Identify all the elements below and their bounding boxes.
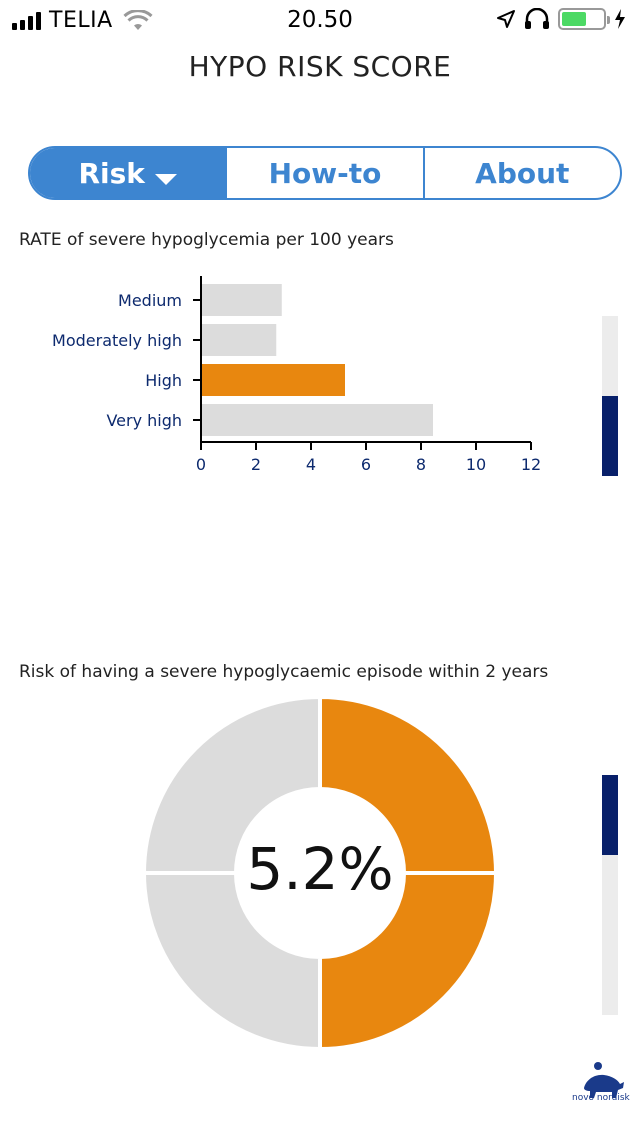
tab-about-label: About: [475, 156, 570, 190]
bar-medium: [202, 284, 282, 316]
y-tick-label: High: [145, 371, 182, 390]
tab-risk-label: Risk: [78, 156, 145, 190]
x-tick-label: 8: [416, 455, 426, 474]
donut-segment-2: [318, 871, 499, 1052]
risk-donut-chart: [141, 694, 499, 1052]
risk-scroll-track[interactable]: [602, 775, 618, 1015]
signal-bars-icon: [12, 11, 41, 30]
x-tick-label: 6: [361, 455, 371, 474]
tab-how-to[interactable]: How-to: [225, 148, 422, 198]
apis-bull-logo-icon: [584, 1062, 624, 1098]
status-left: TELIA: [12, 8, 153, 33]
donut-segment-1: [318, 694, 499, 875]
x-tick-label: 10: [466, 455, 486, 474]
rate-bar-chart: Medium Moderately high High Very high 0 2 4 6 8 1…: [52, 276, 541, 474]
risk-scroll-thumb[interactable]: [602, 775, 618, 855]
status-time: 20.50: [287, 7, 353, 33]
headphones-icon: [525, 8, 549, 29]
status-right: [496, 8, 626, 30]
rate-scroll-track[interactable]: [602, 316, 618, 476]
status-bar: TELIA 20.50: [0, 0, 640, 40]
bar-high: [202, 364, 345, 396]
battery-level-fill: [562, 12, 586, 26]
x-tick-label: 2: [251, 455, 261, 474]
donut-segment-4: [141, 694, 322, 875]
location-arrow-icon: [497, 10, 515, 28]
tab-how-to-label: How-to: [268, 156, 382, 190]
tab-bar: Risk How-to About: [28, 146, 622, 200]
page-title: HYPO RISK SCORE: [188, 50, 452, 83]
y-tick-label: Very high: [106, 411, 182, 430]
battery-icon: [558, 8, 610, 30]
tab-risk[interactable]: Risk: [30, 148, 226, 198]
risk-heading: Risk of having a severe hypoglycaemic ep…: [19, 662, 549, 682]
y-tick-label: Moderately high: [52, 331, 182, 350]
brand-logo-text: novo nordisk: [572, 1093, 630, 1103]
rate-scroll-thumb[interactable]: [602, 396, 618, 476]
rate-heading: RATE of severe hypoglycemia per 100 year…: [19, 230, 394, 250]
caret-down-icon: [154, 173, 177, 185]
bar-moderately-high: [202, 324, 277, 356]
x-tick-label: 12: [521, 455, 541, 474]
risk-percent-label: 5.2%: [246, 835, 394, 903]
wifi-icon: [123, 9, 153, 30]
carrier-name: TELIA: [49, 8, 113, 33]
x-tick-label: 0: [196, 455, 206, 474]
charging-bolt-icon: [615, 9, 625, 29]
x-tick-label: 4: [306, 455, 316, 474]
tab-about[interactable]: About: [422, 148, 620, 198]
donut-segment-3: [141, 871, 322, 1052]
y-tick-label: Medium: [118, 291, 182, 310]
bar-very-high: [202, 404, 433, 436]
